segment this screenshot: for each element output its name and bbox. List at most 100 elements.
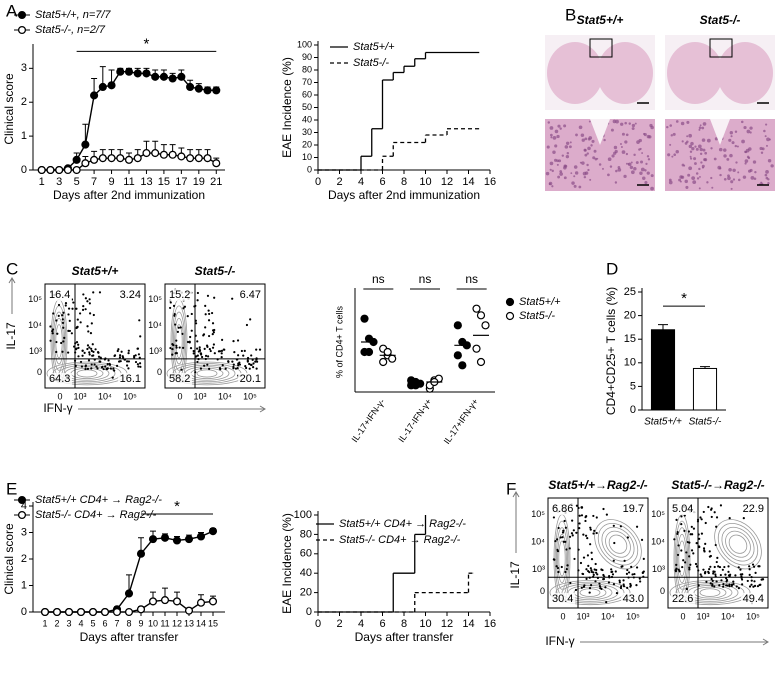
event-dot [674,569,677,572]
event-dot [242,354,245,357]
event-dot [180,368,183,371]
event-dot [136,347,139,350]
quadrant-percent: 22.6 [672,593,693,605]
cell-nucleus [702,148,706,152]
event-dot [631,573,634,576]
event-dot [92,291,95,294]
event-dot [615,591,619,595]
contour [675,581,745,604]
cell-nucleus [675,120,679,123]
label-backdrop [168,289,192,301]
legend-marker [17,510,27,520]
event-dot [68,319,71,322]
event-dot [246,359,249,362]
y-tick-label: 3 [21,526,27,538]
event-dot [64,302,68,305]
event-dot [752,565,756,568]
y-tick-label: 0 [307,164,312,174]
data-point [177,152,186,161]
cell-nucleus [591,139,595,143]
cell-nucleus [565,155,570,159]
data-point [142,149,151,158]
panel-letter: D [606,259,618,278]
event-dot [594,580,597,583]
event-dot [133,356,136,359]
y-tick-label: 10³ [652,564,665,574]
cell-nucleus [685,185,689,189]
cell-nucleus [765,176,769,180]
data-point [168,74,177,83]
cell-nucleus [607,173,610,177]
data-point [159,72,168,81]
cell-nucleus [569,145,572,149]
event-dot [596,573,599,576]
x-axis-label: Days after 2nd immunization [328,188,480,202]
event-dot [61,350,64,353]
x-tick-label: 10⁴ [601,611,615,621]
event-dot [77,343,80,346]
contour [174,317,184,365]
event-dot [618,581,621,584]
event-dot [169,346,172,350]
event-dot [197,350,200,353]
y-tick-label: 0 [660,586,665,596]
event-dot [690,525,693,528]
event-dot [566,564,569,567]
x-axis-label: Days after transfer [355,630,454,644]
cell-nucleus [642,176,646,181]
data-point [55,165,64,175]
y-tick-label: 100 [297,39,312,49]
data-point [186,82,195,92]
event-dot [589,526,592,529]
event-dot [697,545,701,548]
x-tick-label: 7 [114,618,119,628]
data-point [160,533,170,542]
cell-nucleus [701,138,706,142]
data-point [203,154,212,163]
event-dot [564,526,567,529]
y-axis-label: EAE Incidence (%) [280,57,294,158]
event-dot [72,301,75,304]
data-point [151,149,160,158]
event-dot [244,365,247,368]
cell-nucleus [730,180,734,184]
x-tick-label: 16 [484,176,496,188]
cell-nucleus [710,147,713,150]
event-dot [139,335,142,338]
cell-nucleus [699,152,703,156]
event-dot [213,296,216,299]
event-dot [629,582,632,586]
event-dot [93,363,96,366]
cell-nucleus [602,167,604,170]
event-dot [718,584,721,587]
event-dot [137,365,140,368]
event-dot [592,514,595,518]
annotation: ns [465,272,478,286]
cell-nucleus [690,141,694,146]
event-dot [196,360,199,364]
event-dot [88,298,91,301]
panel-letter: F [506,479,516,498]
y-axis-label: IL-17 [4,322,18,350]
data-point [136,605,146,614]
contour [714,519,762,570]
event-dot [694,562,698,566]
cell-nucleus [643,133,647,137]
event-dot [588,591,591,594]
event-dot [67,313,70,316]
event-dot [55,340,58,344]
y-tick-label: 10⁴ [531,536,545,546]
data-point [208,597,218,606]
event-dot [139,365,142,368]
legend-label: Stat5+/+ CD4+ → Rag2-/- [339,518,466,530]
event-dot [707,570,710,573]
event-dot [568,535,572,538]
x-tick-label: 14 [462,176,474,188]
quadrant-percent: 43.0 [623,593,644,605]
y-tick-label: 0 [540,586,545,596]
event-dot [688,566,691,569]
event-dot [248,367,251,370]
y-tick-label: 0 [37,367,42,377]
event-dot [210,311,214,315]
event-dot [708,550,711,553]
